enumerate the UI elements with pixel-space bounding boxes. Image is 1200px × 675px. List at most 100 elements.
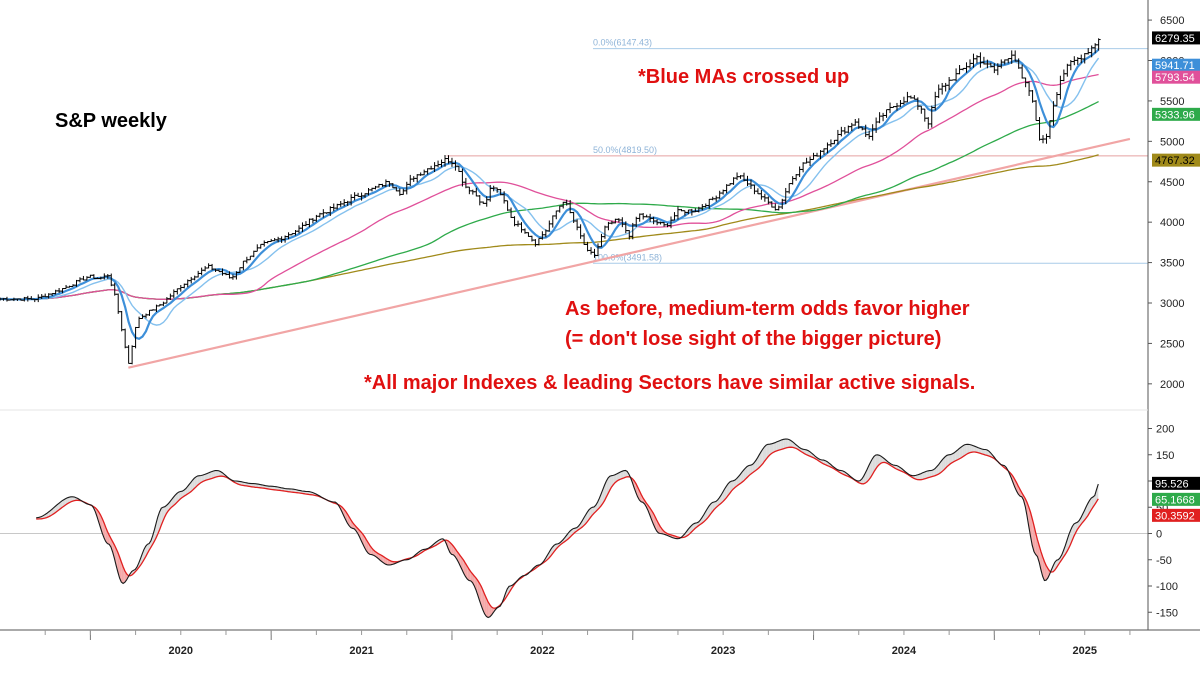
osc-fill <box>790 440 793 448</box>
osc-fill <box>615 473 617 483</box>
oscillator-line <box>36 438 1099 619</box>
year-label: 2020 <box>169 645 193 657</box>
osc-fill <box>971 444 974 453</box>
osc-fill <box>53 506 56 514</box>
osc-fill <box>917 474 920 480</box>
osc-fill <box>251 483 254 488</box>
osc-fill <box>952 452 955 463</box>
osc-fill <box>606 478 609 498</box>
osc-fill <box>203 474 205 482</box>
osc-fill <box>710 502 713 514</box>
osc-fill <box>616 473 619 482</box>
osc-fill <box>776 441 779 451</box>
osc-fill <box>218 470 221 477</box>
osc-fill <box>1094 489 1097 505</box>
osc-fill <box>274 486 277 490</box>
osc-fill <box>72 496 75 502</box>
osc-fill <box>950 453 953 464</box>
osc-fill <box>98 511 101 528</box>
osc-fill <box>724 486 727 500</box>
osc-fill <box>660 526 662 534</box>
osc-fill <box>183 488 186 497</box>
osc-fill <box>764 445 767 462</box>
osc-fill <box>933 468 935 477</box>
osc-tick-label: 0 <box>1156 529 1162 541</box>
osc-fill <box>180 491 183 499</box>
price-label-bg <box>1152 70 1200 84</box>
osc-value-label: 30.3592 <box>1155 510 1195 522</box>
osc-fill <box>771 443 774 454</box>
osc-fill <box>62 499 64 508</box>
annotation-indexes: *All major Indexes & leading Sectors hav… <box>364 372 976 394</box>
osc-fill <box>587 509 589 522</box>
osc-fill <box>759 451 762 468</box>
osc-fill <box>773 442 775 453</box>
osc-fill <box>1032 518 1034 552</box>
osc-fill <box>448 540 450 553</box>
osc-fill <box>785 439 788 449</box>
osc-fill <box>463 560 466 577</box>
osc-fill <box>806 449 808 456</box>
osc-tick-label: 200 <box>1156 424 1174 436</box>
osc-fill <box>449 542 452 555</box>
osc-fill <box>385 557 388 565</box>
osc-fill <box>182 490 184 498</box>
year-label: 2021 <box>349 645 373 657</box>
osc-fill <box>762 446 765 464</box>
osc-fill <box>482 590 485 614</box>
osc-fill <box>209 471 212 480</box>
osc-fill <box>967 444 970 454</box>
osc-fill <box>277 487 280 491</box>
osc-fill <box>201 475 204 483</box>
osc-fill <box>686 529 689 537</box>
osc-fill <box>176 492 179 503</box>
osc-fill <box>173 495 176 506</box>
osc-fill <box>119 556 122 583</box>
osc-fill <box>981 448 984 455</box>
osc-fill <box>929 470 932 478</box>
osc-fill <box>740 472 742 484</box>
osc-fill <box>241 481 244 486</box>
osc-fill <box>960 445 963 458</box>
ma-line <box>0 73 1099 301</box>
osc-value-label-bg <box>1152 476 1200 490</box>
price-tick-label: 3000 <box>1160 298 1184 310</box>
osc-fill <box>1046 565 1048 581</box>
chart-title: S&P weekly <box>55 110 167 132</box>
osc-fill <box>1027 502 1029 527</box>
osc-fill <box>738 474 741 485</box>
osc-tick-label: -50 <box>1156 555 1172 567</box>
osc-fill <box>752 462 755 473</box>
osc-fill <box>484 594 487 617</box>
price-label: 6279.35 <box>1155 33 1195 45</box>
osc-fill <box>927 470 930 478</box>
osc-fill <box>613 474 616 485</box>
osc-fill <box>621 470 624 479</box>
osc-fill <box>974 446 977 453</box>
osc-fill <box>726 483 729 498</box>
osc-fill <box>1056 559 1059 568</box>
osc-fill <box>868 462 871 480</box>
osc-fill <box>380 554 383 562</box>
osc-fill <box>872 456 875 475</box>
osc-fill <box>875 454 878 469</box>
osc-fill <box>359 530 362 541</box>
osc-fill <box>65 497 68 505</box>
osc-fill <box>924 471 927 479</box>
osc-fill <box>1087 500 1090 516</box>
price-label-bg <box>1152 31 1200 45</box>
price-label-bg <box>1152 58 1200 72</box>
osc-fill <box>270 486 273 490</box>
osc-fill <box>199 475 202 484</box>
osc-fill <box>879 455 881 465</box>
osc-fill <box>973 445 975 453</box>
osc-fill <box>276 486 278 491</box>
price-label-bg <box>1152 107 1200 121</box>
osc-fill <box>745 466 748 480</box>
price-tick-label: 6500 <box>1160 15 1184 27</box>
osc-fill <box>189 482 191 493</box>
osc-fill <box>451 544 454 555</box>
osc-fill <box>481 586 483 611</box>
osc-fill <box>922 472 925 480</box>
